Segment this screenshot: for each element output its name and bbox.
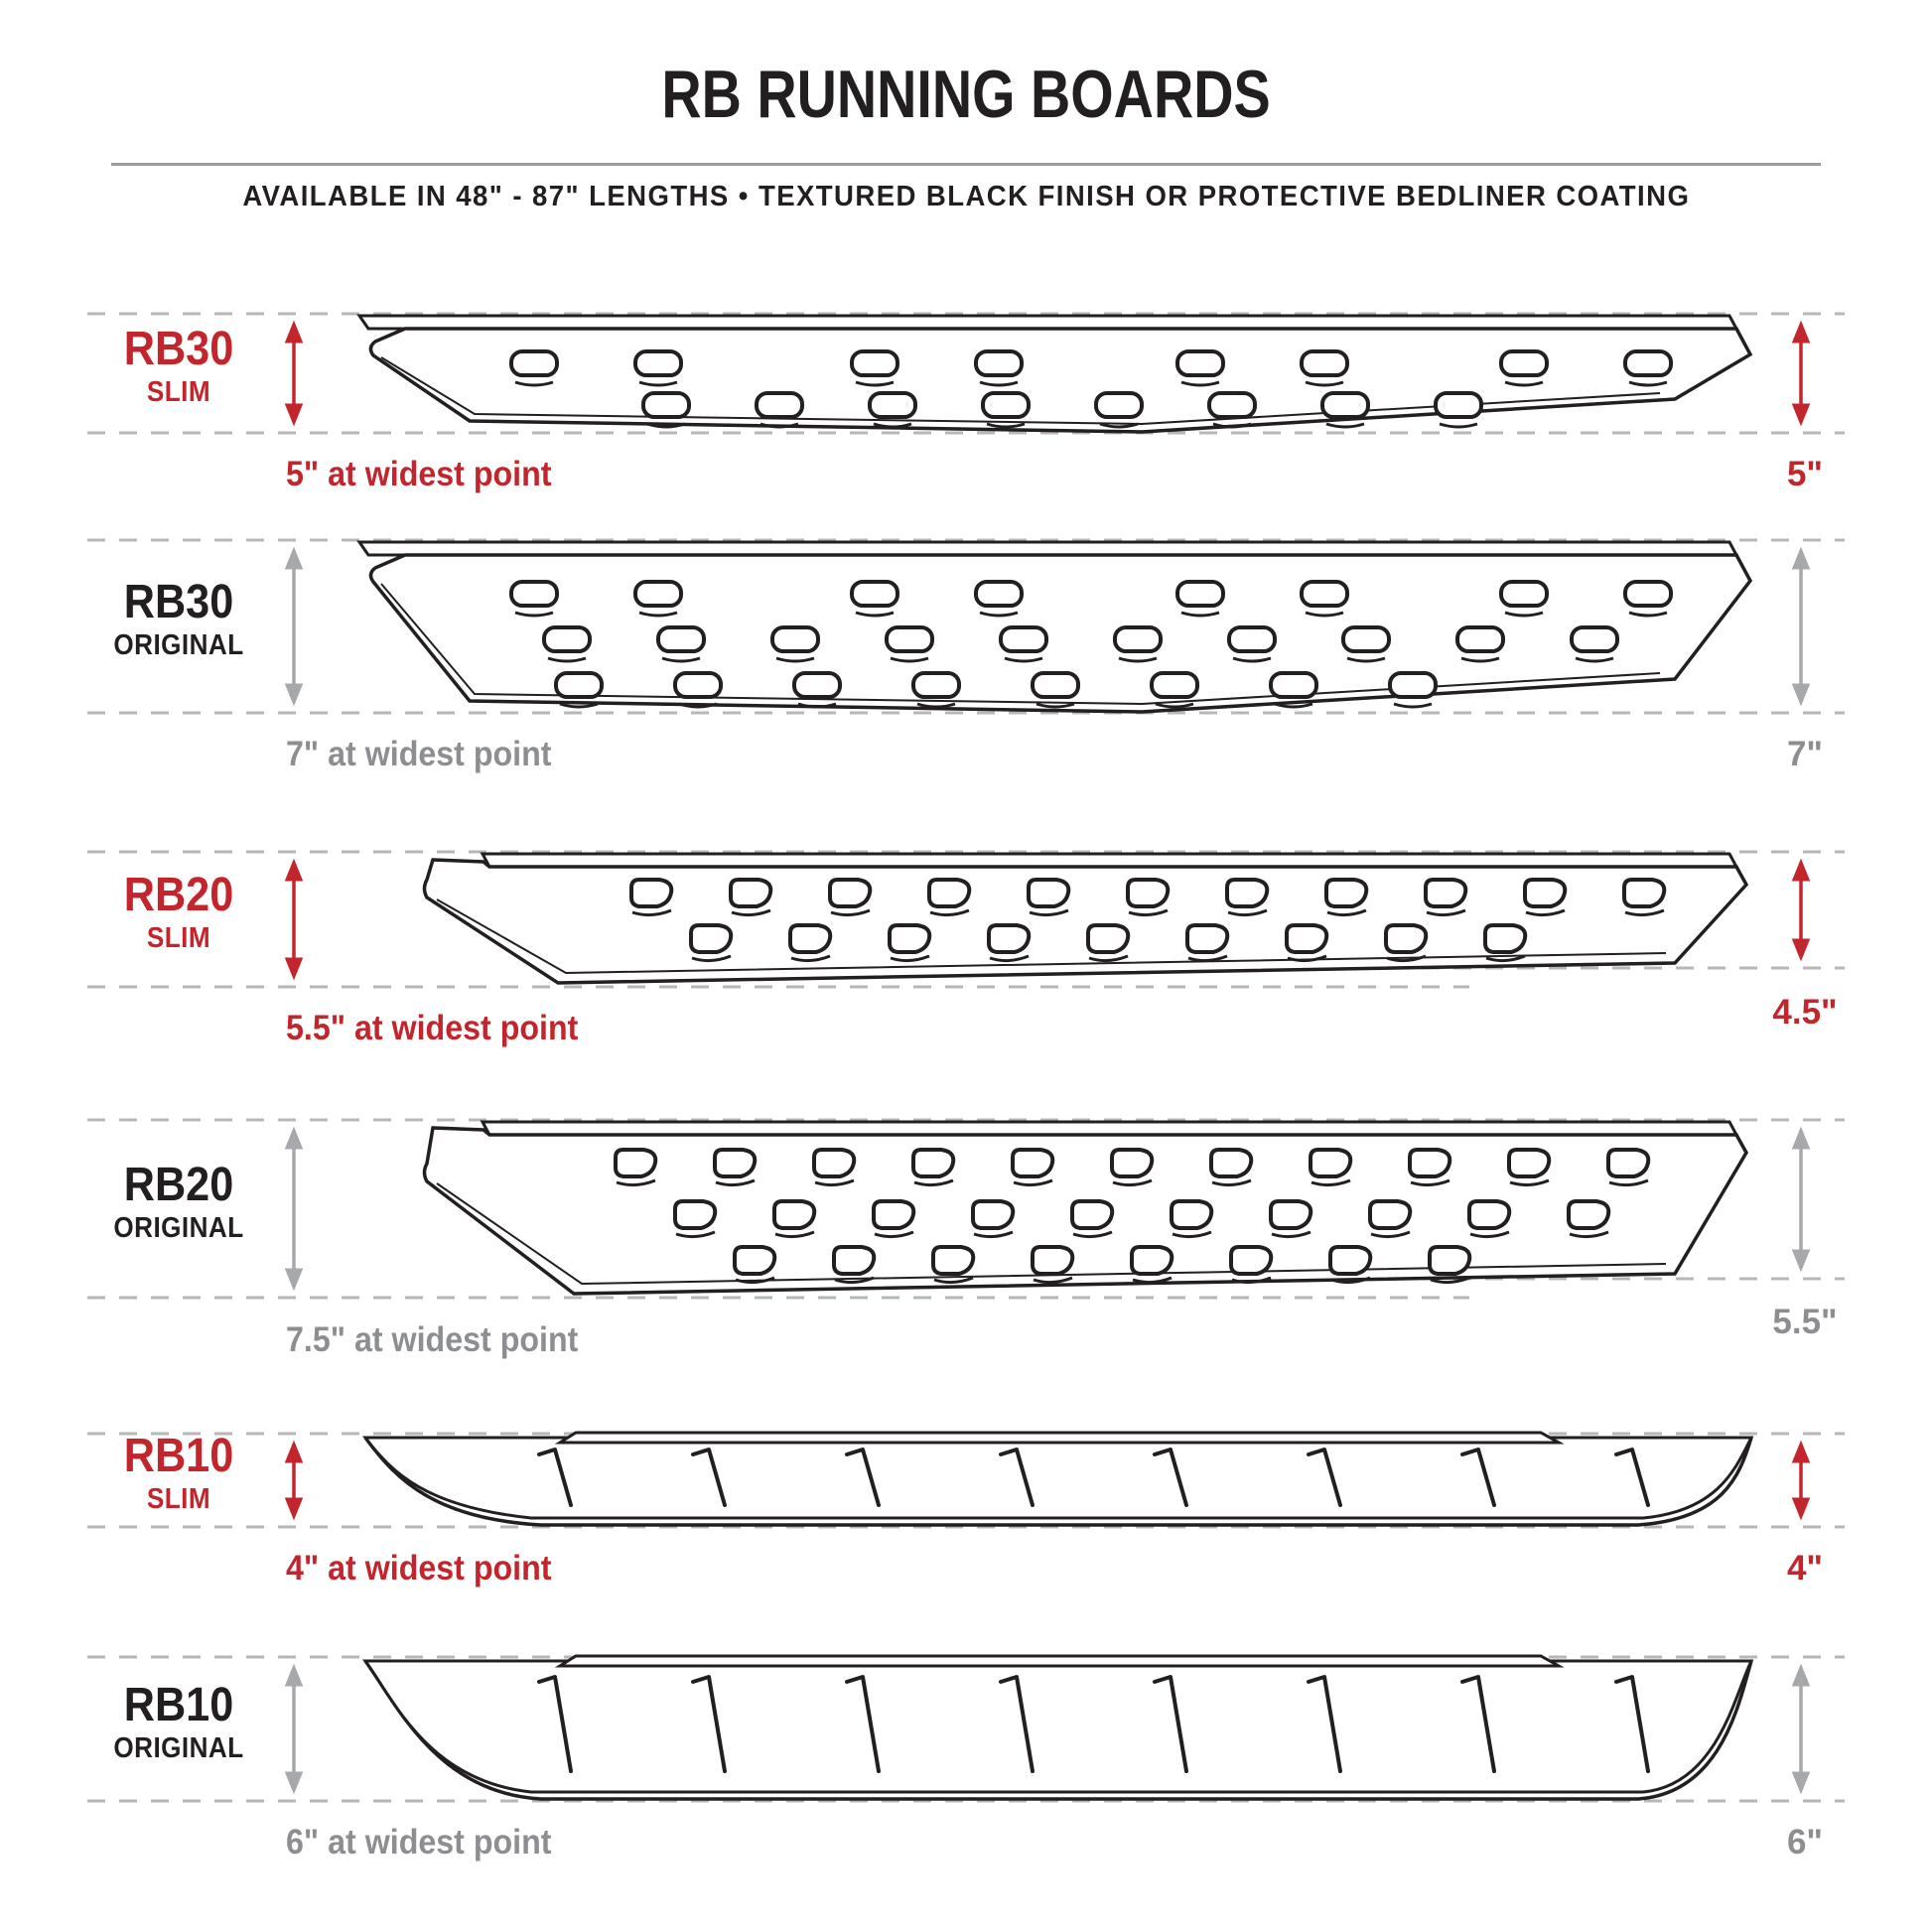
- product-variant-label: SLIM: [146, 1482, 211, 1515]
- height-arrow: [1791, 546, 1811, 707]
- height-arrow: [284, 546, 304, 707]
- height-dimension-label: 4.5": [1772, 993, 1838, 1032]
- page-subtitle: AVAILABLE IN 48" - 87" LENGTHS • TEXTURE…: [242, 181, 1690, 212]
- product-variant-label: SLIM: [146, 375, 211, 408]
- height-dimension-label: 4": [1786, 1549, 1824, 1587]
- product-model-label: RB30: [123, 323, 234, 375]
- row-rb10-original: [87, 1654, 1845, 1803]
- product-variant-label: ORIGINAL: [113, 628, 244, 661]
- label-rb10-original: RB10 ORIGINAL: [40, 1679, 318, 1764]
- row-rb30-slim: [87, 312, 1845, 435]
- board-illustration-rb10: [362, 1654, 1754, 1801]
- board-illustration-rb30: [356, 540, 1753, 714]
- width-dimension-label: 5" at widest point: [286, 455, 552, 493]
- height-arrow: [284, 858, 304, 981]
- label-rb20-original: RB20 ORIGINAL: [40, 1159, 318, 1244]
- height-arrow: [1791, 1440, 1811, 1521]
- height-arrow: [1791, 1663, 1811, 1795]
- height-arrow: [284, 1126, 304, 1292]
- label-rb10-slim: RB10 SLIM: [40, 1430, 318, 1515]
- height-dimension-label: 7": [1786, 735, 1824, 773]
- height-arrow: [284, 1440, 304, 1521]
- height-arrow: [1791, 320, 1811, 427]
- product-variant-label: ORIGINAL: [113, 1211, 244, 1244]
- product-variant-label: ORIGINAL: [113, 1731, 244, 1764]
- product-model-label: RB20: [123, 869, 234, 921]
- label-rb30-slim: RB30 SLIM: [40, 323, 318, 408]
- width-dimension-label: 6" at widest point: [286, 1823, 552, 1862]
- board-illustration-rb20: [422, 1120, 1749, 1296]
- row-rb30-original: [87, 538, 1845, 715]
- width-dimension-label: 4" at widest point: [286, 1549, 552, 1587]
- height-dimension-label: 5.5": [1772, 1303, 1838, 1341]
- board-illustration-rb10: [361, 1431, 1754, 1527]
- product-model-label: RB30: [123, 576, 234, 628]
- height-dimension-label: 6": [1786, 1823, 1824, 1862]
- label-rb30-original: RB30 ORIGINAL: [40, 576, 318, 661]
- height-dimension-label: 5": [1786, 455, 1824, 493]
- label-rb20-slim: RB20 SLIM: [40, 869, 318, 954]
- height-arrow: [1791, 1126, 1811, 1273]
- row-rb10-slim: [87, 1431, 1845, 1529]
- height-arrow: [1791, 858, 1811, 962]
- height-arrow: [284, 320, 304, 427]
- board-illustration-rb20: [422, 852, 1749, 985]
- height-arrow: [284, 1663, 304, 1795]
- width-dimension-label: 5.5" at widest point: [286, 1009, 579, 1047]
- product-model-label: RB20: [123, 1159, 234, 1211]
- product-model-label: RB10: [123, 1679, 234, 1731]
- row-rb20-original: [87, 1118, 1845, 1300]
- page-title: RB RUNNING BOARDS: [661, 57, 1271, 132]
- board-illustration-rb30: [356, 314, 1753, 434]
- header-divider: [111, 163, 1821, 166]
- width-dimension-label: 7.5" at widest point: [286, 1320, 579, 1359]
- product-model-label: RB10: [123, 1430, 234, 1482]
- width-dimension-label: 7" at widest point: [286, 735, 552, 773]
- product-variant-label: SLIM: [146, 921, 211, 954]
- row-rb20-slim: [87, 850, 1845, 989]
